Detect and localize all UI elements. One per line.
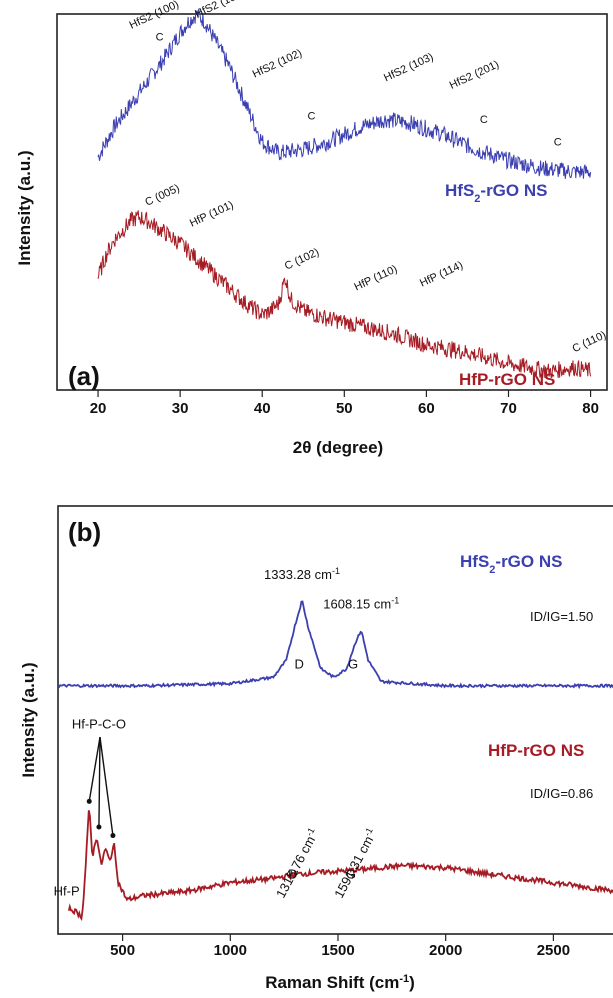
annotation-arrow xyxy=(88,737,101,802)
peak-annotation: G xyxy=(346,866,356,881)
peak-annotation: HfP (114) xyxy=(418,259,465,289)
series-line-hfp xyxy=(97,210,592,379)
x-tick-label: 50 xyxy=(336,400,353,417)
x-tick-label: 1500 xyxy=(321,942,354,959)
panel-a-frame xyxy=(56,13,608,391)
x-tick-label: 40 xyxy=(254,400,271,417)
panel-b-ratio-hfp: ID/IG=0.86 xyxy=(530,786,593,801)
peak-annotation: G xyxy=(348,657,358,672)
x-tick-label: 80 xyxy=(582,400,599,417)
panel-a-series-label-hfp: HfP-rGO NS xyxy=(459,370,555,389)
series-line-hfs2 xyxy=(57,600,613,690)
panel-b-series-label-hfp: HfP-rGO NS xyxy=(488,741,584,760)
series-line-hfp xyxy=(67,810,613,922)
peak-annotation: 1608.15 cm-1 xyxy=(323,596,399,612)
panel-b-y-axis-label: Intensity (a.u.) xyxy=(19,662,38,777)
peak-annotation: HfP (101) xyxy=(188,199,236,230)
panel-b: 500 1000 1500 2000 2500 1333.28 cm-1 1608.15 … xyxy=(19,505,613,992)
peak-annotation: D xyxy=(288,866,297,881)
panel-b-x-axis-label: Raman Shift (cm-1) xyxy=(265,973,415,992)
panel-b-series xyxy=(57,600,613,922)
peak-annotation: C xyxy=(554,137,562,149)
panel-a-x-axis-label: 2θ (degree) xyxy=(293,438,383,457)
x-tick-label: 70 xyxy=(500,400,517,417)
peak-annotation: 1315.76 cm-1 xyxy=(272,826,322,901)
panel-b-ratio-hfs2: ID/IG=1.50 xyxy=(530,609,593,624)
peak-annotation: HfS2 (103) xyxy=(382,51,435,84)
peak-annotation: HfS2 (100) xyxy=(128,0,181,32)
panel-a-series xyxy=(97,8,592,379)
peak-annotation: Hf-P-C-O xyxy=(72,717,126,732)
panel-a-label: (a) xyxy=(68,361,100,391)
x-tick-label: 2500 xyxy=(537,942,570,959)
peak-annotation: HfS2 (102) xyxy=(251,47,304,80)
x-tick-label: 1000 xyxy=(214,942,247,959)
annotation-arrowhead xyxy=(96,824,102,830)
panel-b-series-label-hfs2: HfS2-rGO NS xyxy=(460,552,562,576)
panel-a-y-axis-label: Intensity (a.u.) xyxy=(15,150,34,265)
series-line-hfs2 xyxy=(97,8,592,179)
x-tick-label: 2000 xyxy=(429,942,462,959)
peak-annotation: C (005) xyxy=(143,182,181,208)
annotation-arrow xyxy=(98,737,101,828)
panel-a-series-label-hfs2: HfS2-rGO NS xyxy=(445,181,547,205)
peak-annotation: C xyxy=(308,110,316,122)
peak-annotation: 1591.31 cm-1 xyxy=(330,826,380,901)
annotation-arrowhead xyxy=(86,798,92,804)
annotation-arrow xyxy=(99,737,114,836)
panel-a-x-ticks: 20 30 40 50 60 70 80 xyxy=(90,390,599,417)
peak-annotation: C xyxy=(156,31,164,43)
peak-annotation: HfP (110) xyxy=(352,263,399,293)
peak-annotation: C (110) xyxy=(571,329,609,355)
annotation-arrowhead xyxy=(110,833,116,839)
peak-annotation: D xyxy=(295,657,304,672)
x-tick-label: 20 xyxy=(90,400,107,417)
x-tick-label: 60 xyxy=(418,400,435,417)
panel-b-label: (b) xyxy=(68,517,101,547)
panel-b-x-ticks: 500 1000 1500 2000 2500 xyxy=(110,934,570,959)
x-tick-label: 30 xyxy=(172,400,189,417)
peak-annotation: C (102) xyxy=(283,246,321,272)
peak-annotation: C xyxy=(480,114,488,126)
x-tick-label: 500 xyxy=(110,942,135,959)
peak-annotation: HfS2 (201) xyxy=(448,59,501,92)
peak-annotation: HfS2 (101) xyxy=(193,0,246,20)
peak-annotation: 1333.28 cm-1 xyxy=(264,566,340,582)
peak-annotation: Hf-P xyxy=(54,883,80,898)
